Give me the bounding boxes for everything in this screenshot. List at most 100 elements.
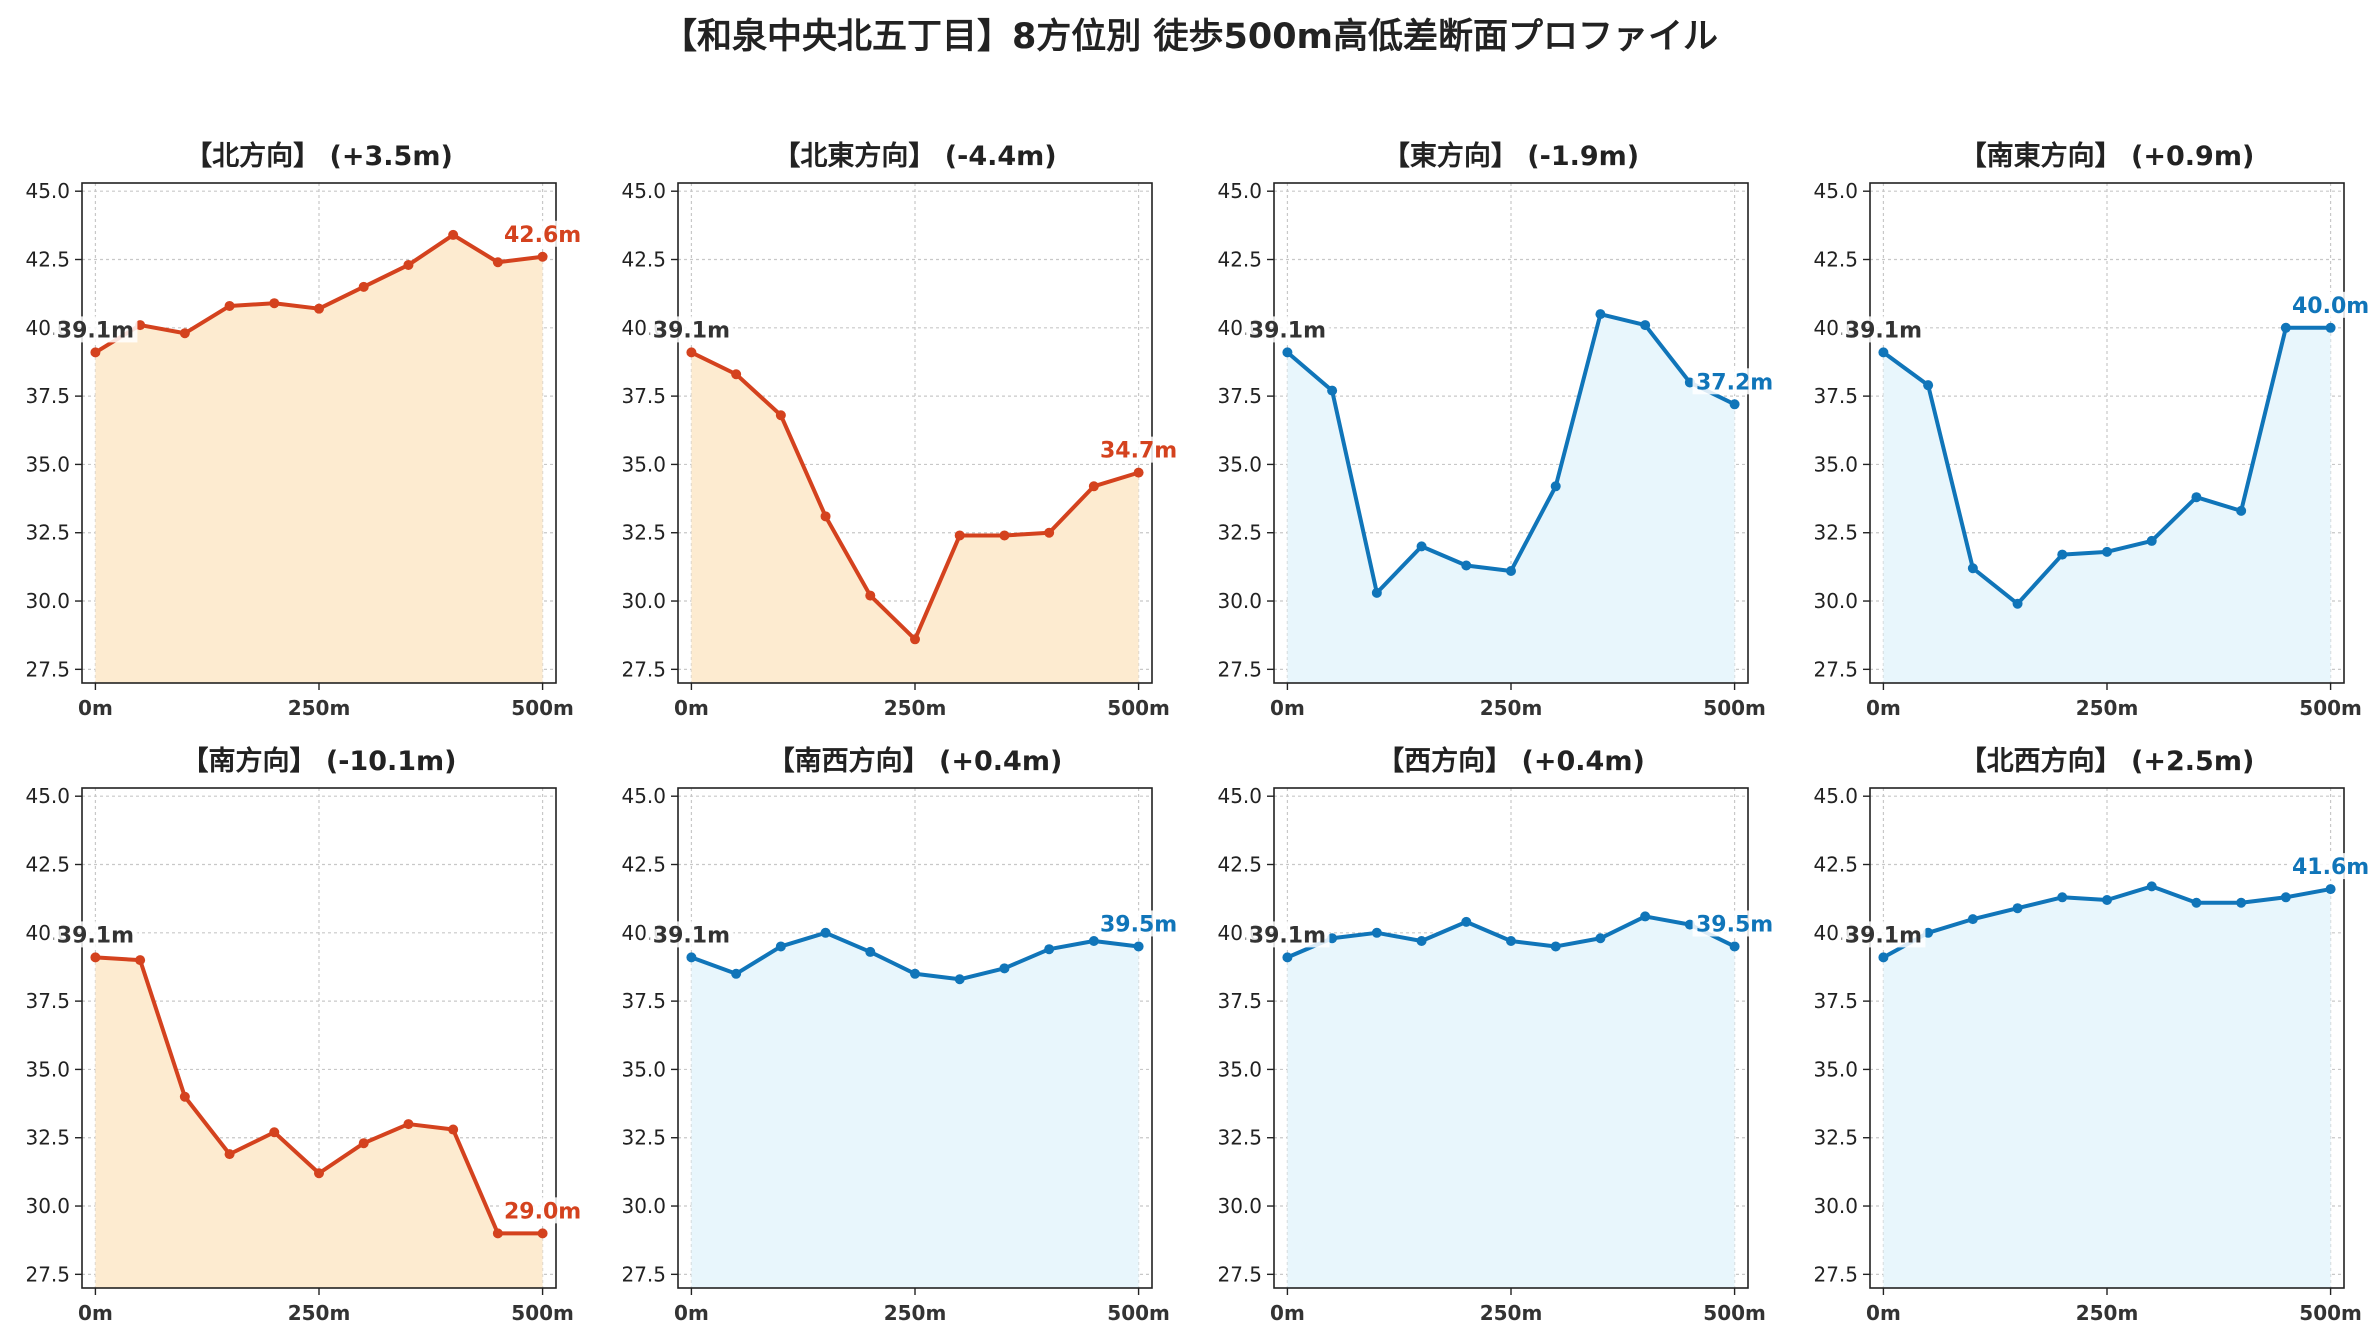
y-tick-label: 45.0 [621, 179, 666, 203]
data-point [686, 347, 697, 358]
x-tick-label: 500m [511, 696, 574, 720]
area-fill [1883, 886, 2331, 1288]
y-tick-label: 35.0 [25, 1057, 70, 1081]
y-tick-label: 30.0 [1217, 1194, 1262, 1218]
data-point [1729, 399, 1740, 410]
data-point [135, 320, 146, 331]
x-tick-label: 0m [1866, 1301, 1901, 1325]
area-fill [691, 352, 1139, 683]
data-point [954, 974, 965, 985]
data-point [1282, 952, 1293, 963]
y-tick-label: 30.0 [621, 1194, 666, 1218]
data-point [492, 257, 503, 268]
data-point [686, 952, 697, 963]
y-tick-label: 45.0 [25, 179, 70, 203]
x-tick-label: 0m [78, 696, 113, 720]
y-tick-label: 37.5 [1217, 989, 1262, 1013]
y-tick-label: 32.5 [1217, 521, 1262, 545]
area-fill [95, 957, 543, 1288]
data-point [2191, 897, 2202, 908]
area-fill [1883, 327, 2331, 683]
y-tick-label: 30.0 [25, 1194, 70, 1218]
y-tick-label: 32.5 [1217, 1126, 1262, 1150]
data-point [90, 952, 101, 963]
x-tick-label: 0m [1270, 1301, 1305, 1325]
y-tick-label: 30.0 [621, 589, 666, 613]
data-point [2280, 892, 2291, 903]
data-point [492, 1228, 503, 1239]
data-point [1327, 385, 1338, 396]
start-label-bg [1841, 316, 1926, 343]
y-tick-label: 37.5 [1217, 384, 1262, 408]
x-tick-label: 250m [884, 696, 947, 720]
data-point [403, 1119, 414, 1130]
y-tick-label: 37.5 [621, 989, 666, 1013]
data-point [2236, 505, 2247, 516]
start-label-bg [1245, 921, 1330, 948]
x-tick-label: 500m [1107, 696, 1170, 720]
end-label-bg [2288, 291, 2373, 318]
x-tick-label: 0m [1866, 696, 1901, 720]
y-tick-label: 45.0 [25, 784, 70, 808]
y-tick-label: 32.5 [25, 521, 70, 545]
data-point [1371, 927, 1382, 938]
data-point [1550, 481, 1561, 492]
data-point [820, 511, 831, 522]
area-fill [1287, 314, 1735, 683]
data-point [358, 281, 369, 292]
data-point [775, 941, 786, 952]
area-fill [95, 234, 543, 683]
y-tick-label: 30.0 [1813, 1194, 1858, 1218]
data-point [1088, 936, 1099, 947]
x-tick-label: 250m [2076, 1301, 2139, 1325]
x-tick-label: 500m [2299, 696, 2362, 720]
y-tick-label: 42.5 [1813, 853, 1858, 877]
x-tick-label: 250m [288, 1301, 351, 1325]
start-label: 39.1m [1249, 923, 1326, 948]
y-tick-label: 35.0 [25, 452, 70, 476]
end-label-bg [2288, 853, 2373, 880]
y-tick-label: 32.5 [621, 1126, 666, 1150]
start-label: 39.1m [57, 923, 134, 948]
x-tick-label: 500m [1703, 1301, 1766, 1325]
chart-title: 【北方向】 (+3.5m) [185, 140, 453, 172]
y-tick-label: 37.5 [1813, 384, 1858, 408]
chart-panel-4: 【南方向】 (-10.1m)27.530.032.535.037.540.042… [25, 745, 585, 1325]
y-tick-label: 37.5 [621, 384, 666, 408]
chart-panel-0: 【北方向】 (+3.5m)27.530.032.535.037.540.042.… [25, 140, 585, 720]
x-tick-label: 500m [2299, 1301, 2362, 1325]
end-label: 37.2m [1696, 370, 1773, 395]
start-label-bg [53, 316, 138, 343]
chart-title: 【南方向】 (-10.1m) [181, 745, 456, 777]
data-point [1461, 916, 1472, 927]
end-label: 41.6m [2292, 855, 2369, 880]
data-point [999, 963, 1010, 974]
chart-title: 【南東方向】 (+0.9m) [1960, 140, 2255, 172]
data-point [1461, 560, 1472, 571]
x-tick-label: 500m [511, 1301, 574, 1325]
start-label: 39.1m [653, 923, 730, 948]
data-point [1967, 914, 1978, 925]
data-point [1640, 911, 1651, 922]
y-tick-label: 45.0 [1813, 784, 1858, 808]
data-point [1506, 936, 1516, 947]
y-tick-label: 37.5 [1813, 989, 1858, 1013]
end-label: 34.7m [1100, 439, 1177, 464]
data-point [2012, 903, 2023, 914]
data-point [731, 968, 742, 979]
end-label: 39.5m [1100, 912, 1177, 937]
y-tick-label: 45.0 [1813, 179, 1858, 203]
end-label-bg [1096, 436, 1181, 463]
y-tick-label: 30.0 [1813, 589, 1858, 613]
data-point [269, 1127, 280, 1138]
y-tick-label: 45.0 [1217, 784, 1262, 808]
data-point [1371, 587, 1382, 598]
data-point [2236, 897, 2247, 908]
start-label-bg [1841, 921, 1926, 948]
data-point [1878, 347, 1889, 358]
data-point [358, 1138, 369, 1149]
data-point [1878, 952, 1889, 963]
data-point [1416, 541, 1427, 552]
y-tick-label: 27.5 [25, 657, 70, 681]
